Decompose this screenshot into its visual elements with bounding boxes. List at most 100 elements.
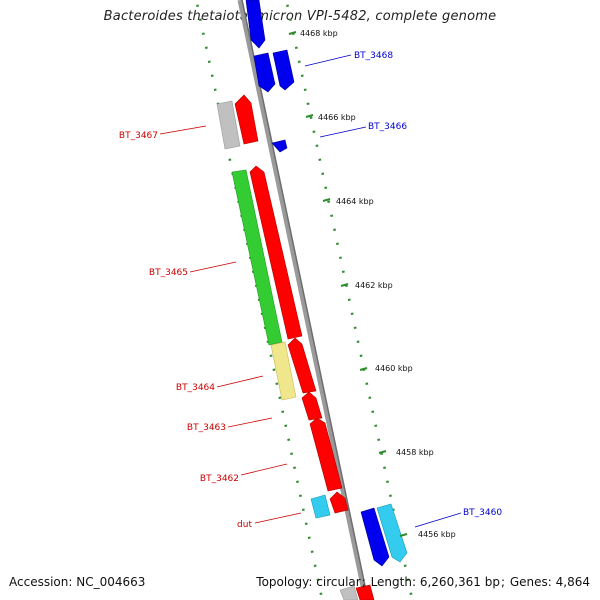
gene-BT_3465[interactable] bbox=[231, 169, 283, 346]
right-track-dot bbox=[330, 214, 334, 217]
left-track-dot bbox=[272, 368, 276, 371]
left-track-dot bbox=[310, 550, 314, 553]
left-track-dot bbox=[284, 424, 288, 427]
left-track-dot bbox=[275, 382, 279, 385]
left-track-dot bbox=[313, 564, 317, 567]
right-track-dot bbox=[386, 480, 389, 483]
right-track-dot bbox=[344, 284, 348, 287]
right-track-dot bbox=[383, 466, 386, 469]
label-BT_3460[interactable]: BT_3460 bbox=[463, 508, 502, 518]
tick-label-4464: 4464 kbp bbox=[336, 197, 374, 206]
left-track-dot bbox=[210, 74, 214, 77]
tick-label-4468: 4468 kbp bbox=[300, 29, 338, 38]
right-track-dot bbox=[371, 410, 375, 413]
right-track-dot bbox=[380, 452, 383, 455]
forward-gene-labels: BT_3467 BT_3465 BT_3464 BT_3463 BT_3462 … bbox=[119, 125, 302, 530]
accession-label: Accession: bbox=[9, 575, 73, 589]
tick-label-4458: 4458 kbp bbox=[396, 448, 434, 457]
tick-label-4460: 4460 kbp bbox=[375, 364, 413, 373]
gene-BT_3463[interactable] bbox=[301, 391, 323, 421]
gene-red-partial-bottom[interactable] bbox=[355, 584, 375, 600]
left-track-dot bbox=[213, 88, 217, 91]
left-track-dot bbox=[290, 452, 293, 455]
length-value: 6,260,361 bp bbox=[419, 575, 500, 589]
gene-BT_3462[interactable] bbox=[309, 417, 343, 492]
right-track-dot bbox=[350, 312, 354, 315]
right-track-dot bbox=[309, 116, 313, 119]
topology-label: Topology: bbox=[256, 575, 313, 589]
reverse-gene-labels: BT_3468 BT_3466 BT_3460 bbox=[304, 51, 502, 528]
right-track-dot bbox=[333, 228, 336, 231]
gene-red-segment-4[interactable] bbox=[329, 491, 349, 514]
right-track-dot bbox=[409, 592, 413, 595]
gene-red-segment-1[interactable] bbox=[234, 94, 259, 145]
right-track-dot bbox=[403, 564, 407, 567]
right-track-dot bbox=[300, 74, 304, 77]
tick-label-4466: 4466 kbp bbox=[318, 113, 356, 122]
left-track-dot bbox=[228, 158, 232, 161]
right-track-dot bbox=[315, 144, 319, 147]
major-ticks bbox=[288, 31, 408, 537]
gene-BT_3464[interactable] bbox=[270, 341, 297, 401]
label-BT_3468[interactable]: BT_3468 bbox=[354, 51, 393, 61]
label-BT_3462[interactable]: BT_3462 bbox=[200, 474, 239, 484]
left-track-dot bbox=[207, 60, 211, 63]
gene-BT_3468-a[interactable] bbox=[253, 52, 276, 93]
label-BT_3464[interactable]: BT_3464 bbox=[176, 383, 215, 393]
left-track-dot bbox=[296, 480, 299, 483]
right-track-dot bbox=[341, 270, 345, 273]
genes-value: 4,864 bbox=[555, 575, 590, 589]
genome-summary: Topology: circular; Length: 6,260,361 bp… bbox=[256, 575, 590, 589]
right-track-dot bbox=[318, 158, 322, 161]
right-track-dot bbox=[336, 242, 339, 245]
gene-dut[interactable] bbox=[310, 494, 331, 519]
left-track-dot bbox=[196, 4, 199, 7]
label-BT_3465[interactable]: BT_3465 bbox=[149, 268, 188, 278]
gene-BT_3468[interactable] bbox=[272, 49, 295, 91]
right-track-dot bbox=[321, 172, 325, 175]
right-track-dot bbox=[294, 46, 298, 49]
right-track-dot bbox=[347, 298, 351, 301]
right-track-dot bbox=[359, 354, 363, 357]
right-track-dot bbox=[406, 578, 410, 581]
right-track-dot bbox=[312, 130, 316, 133]
gene-blue-near-BT_3460[interactable] bbox=[360, 507, 390, 567]
topology-value: circular bbox=[316, 575, 361, 589]
gene-BT_3466[interactable] bbox=[271, 139, 288, 153]
right-track-dot bbox=[389, 494, 392, 497]
left-track-dot bbox=[304, 522, 308, 525]
right-track-dot bbox=[368, 396, 372, 399]
right-track-dot bbox=[339, 256, 342, 259]
right-track-dot bbox=[303, 88, 307, 91]
label-BT_3467[interactable]: BT_3467 bbox=[119, 131, 158, 141]
right-track-dot bbox=[365, 382, 369, 385]
label-BT_3466[interactable]: BT_3466 bbox=[368, 122, 407, 132]
gene-grey-partial-bottom[interactable] bbox=[339, 585, 359, 600]
tick-label-4462: 4462 kbp bbox=[355, 281, 393, 290]
right-track-dot bbox=[306, 102, 310, 105]
right-track-dot bbox=[356, 340, 360, 343]
length-label: Length: bbox=[370, 575, 417, 589]
label-BT_3463[interactable]: BT_3463 bbox=[187, 423, 226, 433]
left-track-dot bbox=[287, 438, 291, 441]
gene-BT_3460[interactable] bbox=[376, 503, 408, 563]
tick-labels: 4468 kbp 4466 kbp 4464 kbp 4462 kbp 4460… bbox=[300, 29, 456, 539]
label-dut[interactable]: dut bbox=[237, 520, 252, 530]
right-track-dot bbox=[374, 424, 378, 427]
right-track-dot bbox=[289, 18, 292, 21]
right-track-dot bbox=[286, 4, 289, 7]
genome-backbone-shadow bbox=[241, 0, 369, 600]
gene-blue-partial-top[interactable] bbox=[245, 0, 266, 49]
right-track-dot bbox=[353, 326, 357, 329]
gene-red-segment-3[interactable] bbox=[287, 337, 317, 394]
left-track-dot bbox=[199, 18, 202, 21]
reverse-strand bbox=[245, 0, 408, 567]
genes-label: Genes: bbox=[509, 575, 552, 589]
gene-BT_3467[interactable] bbox=[216, 100, 241, 150]
right-track-dot bbox=[327, 200, 331, 203]
gene-red-segment-2[interactable] bbox=[249, 165, 303, 340]
forward-strand bbox=[216, 94, 375, 600]
left-track-dot bbox=[281, 410, 285, 413]
